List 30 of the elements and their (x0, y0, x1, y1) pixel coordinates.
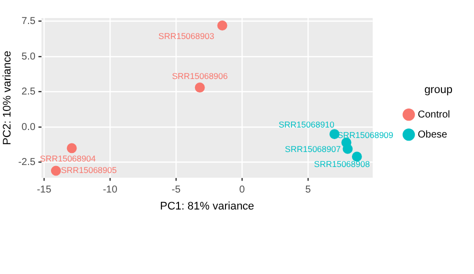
point (342, 144, 353, 154)
x-axis-title: PC1: 81% variance (160, 200, 254, 212)
x-tick-label: -10 (102, 184, 118, 196)
point (194, 82, 205, 93)
annotation: SRR15068907 (284, 144, 341, 154)
legend-title: group (424, 84, 452, 96)
x-tick-label: -15 (36, 184, 52, 196)
x-tick-label: 5 (305, 184, 312, 196)
y-axis-title: PC2: 10% variance (2, 50, 14, 145)
y-tick-label: -2.5 (18, 157, 36, 168)
y-tick-label: 0.0 (22, 122, 36, 133)
y-tick-label: 7.5 (22, 16, 36, 27)
annotation: SRR15068908 (314, 158, 370, 169)
x-tick-label: -5 (172, 184, 181, 196)
y-tick-label: 2.5 (22, 86, 36, 98)
point (217, 20, 228, 30)
annotation: SRR15068906 (172, 70, 228, 81)
point (50, 166, 61, 176)
legend-label: Obese (418, 129, 448, 140)
annotation: SRR15068904 (40, 154, 96, 164)
annotation: SRR15068910 (278, 119, 335, 130)
annotation: SRR15068909 (337, 130, 394, 140)
y-tick-label: 5.0 (22, 51, 36, 62)
point (66, 143, 77, 154)
point (329, 129, 340, 140)
x-tick-label: 0 (239, 184, 246, 196)
annotation: SRR15068903 (158, 30, 214, 41)
point (352, 152, 362, 162)
legend-label: Control (418, 109, 450, 120)
annotation: SRR15068905 (60, 165, 117, 176)
